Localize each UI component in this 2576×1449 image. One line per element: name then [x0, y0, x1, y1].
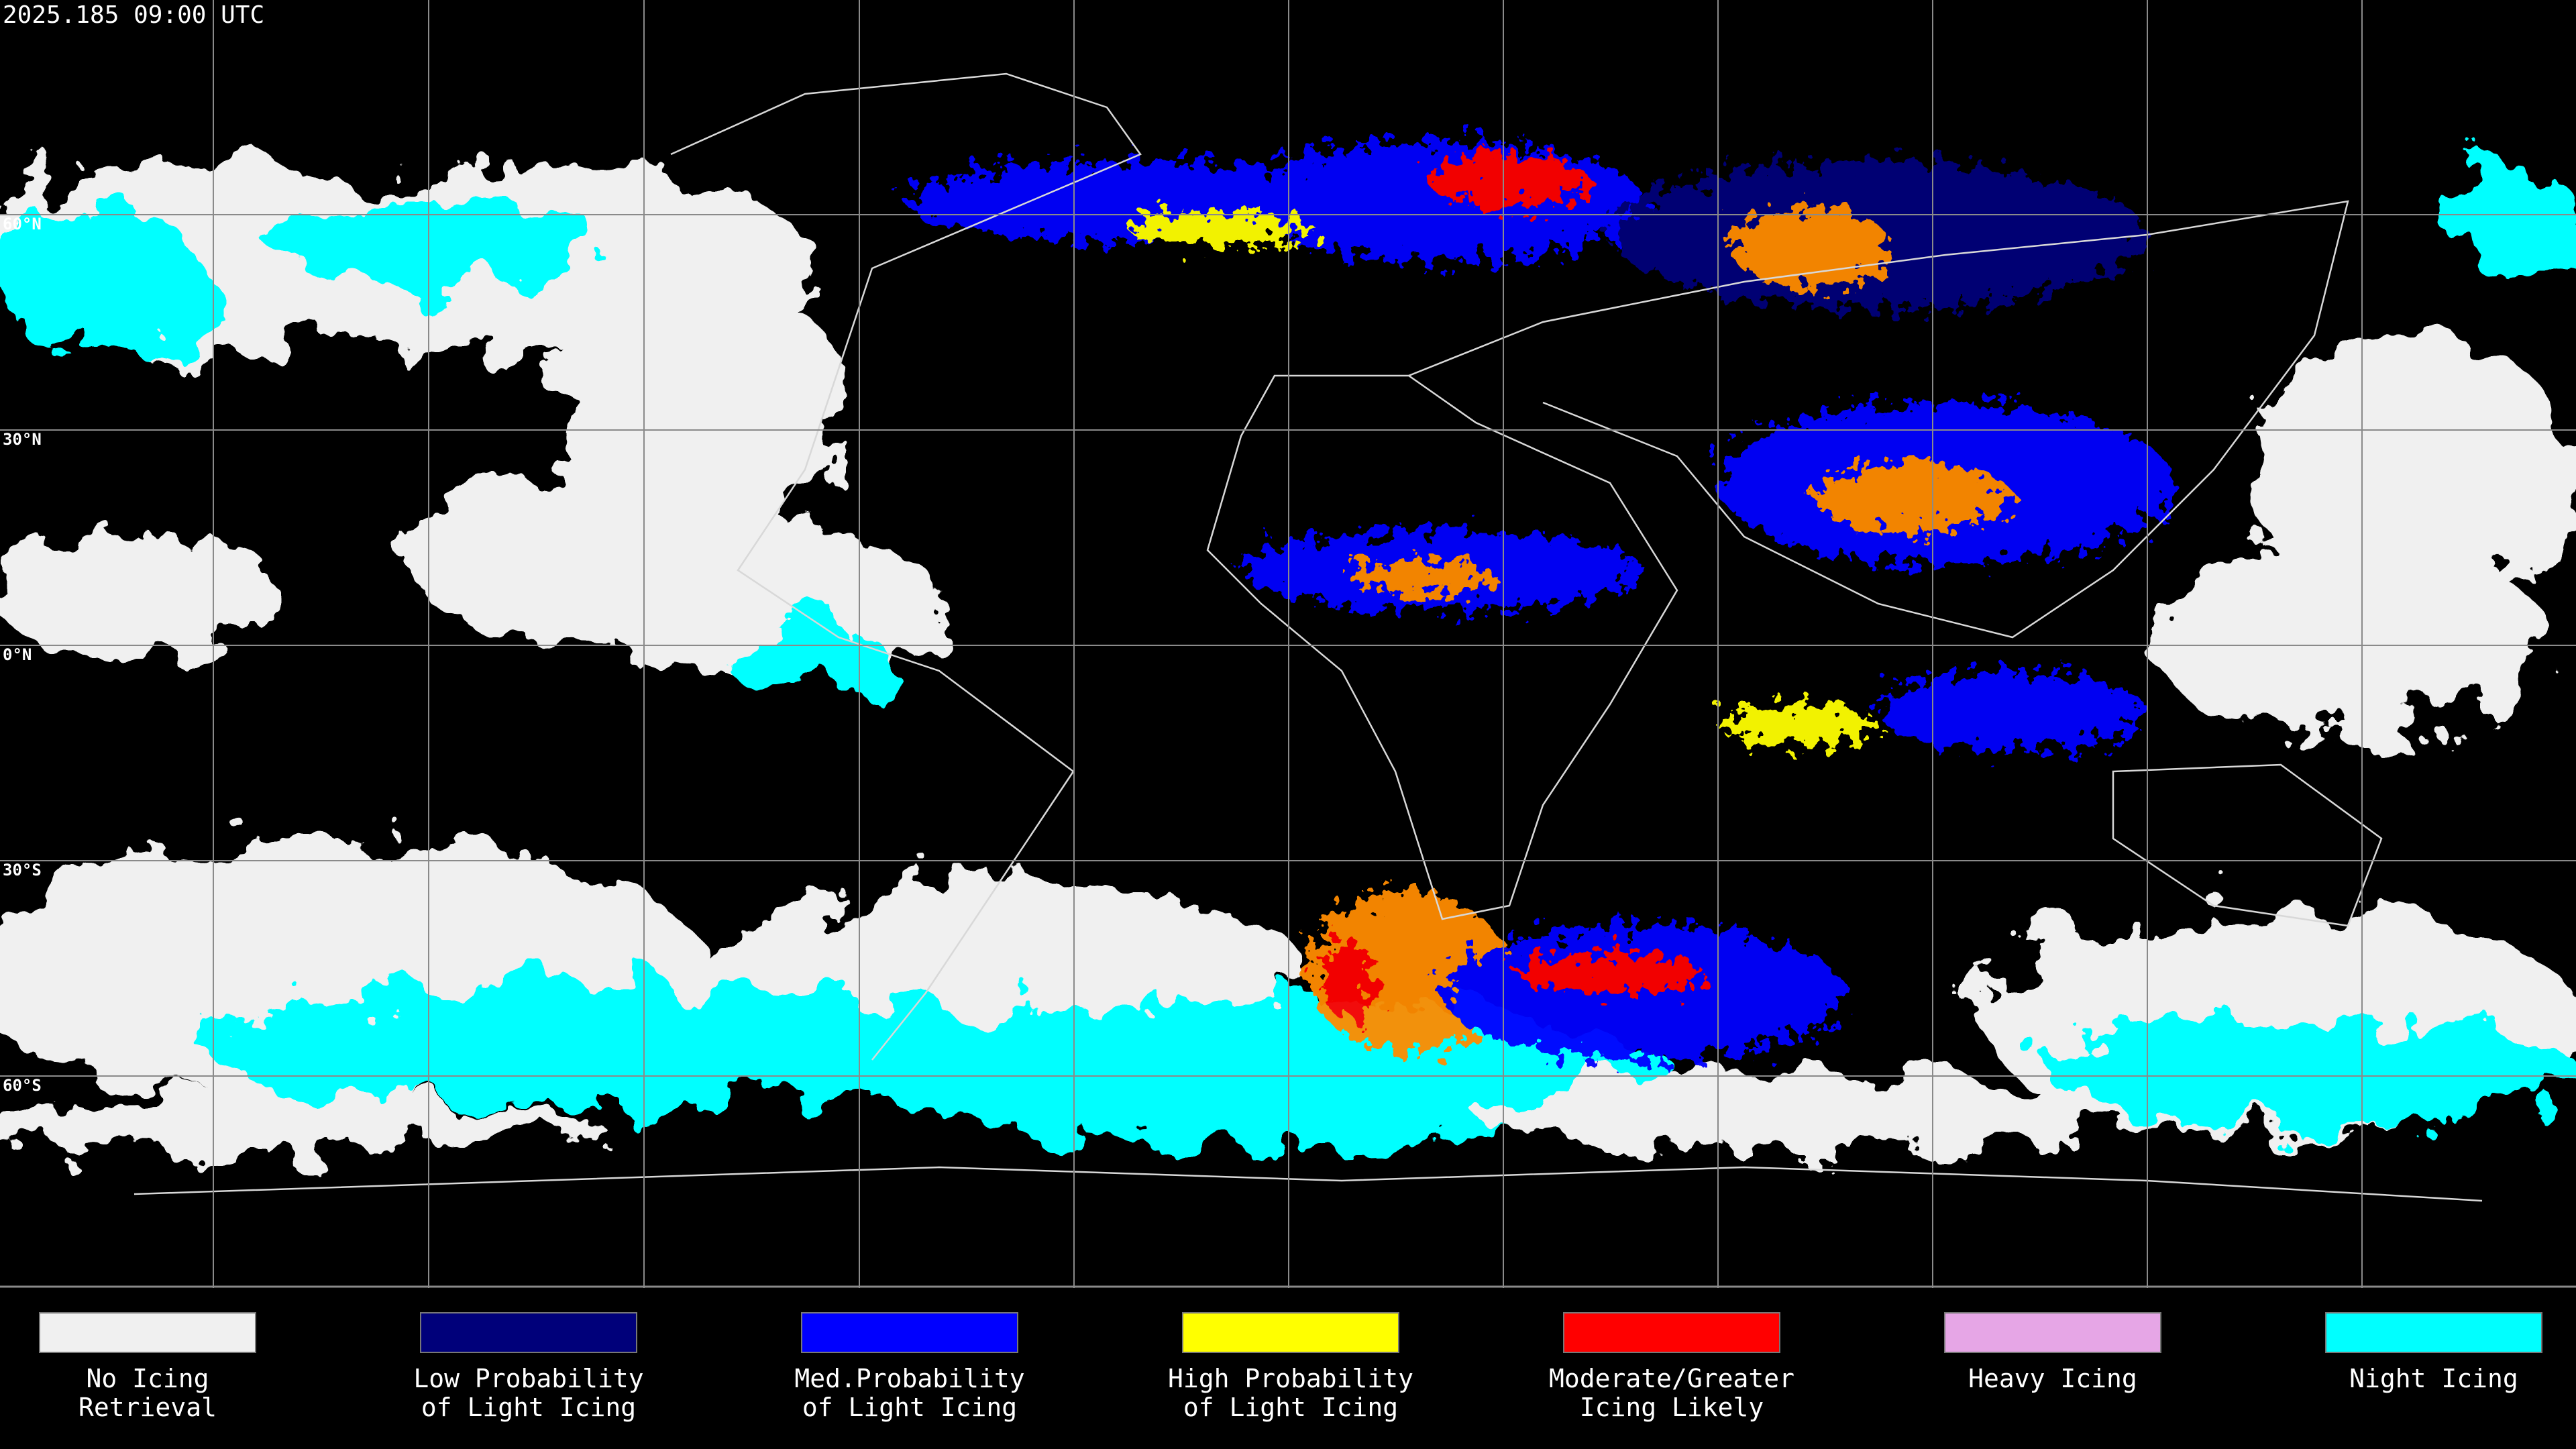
legend-label: Moderate/Greater [1549, 1364, 1794, 1393]
legend-swatch [39, 1312, 256, 1353]
legend-swatch [801, 1312, 1018, 1353]
legend-label: Icing Likely [1580, 1393, 1764, 1422]
legend-label: Night Icing [2349, 1364, 2518, 1393]
legend-swatch [1563, 1312, 1780, 1353]
legend-label: of Light Icing [802, 1393, 1017, 1422]
cloud-field-east [2147, 168, 2576, 731]
latitude-label: 60°S [3, 1076, 42, 1095]
legend-label: Retrieval [78, 1393, 217, 1422]
latitude-label: 0°N [3, 645, 32, 664]
legend-swatch [2325, 1312, 2542, 1353]
legend-label: Med.Probability [794, 1364, 1024, 1393]
latitude-label: 60°N [3, 215, 42, 233]
latitude-labels: 60°N 30°N 0°N 30°S 60°S [3, 215, 42, 1095]
legend-swatch [420, 1312, 637, 1353]
icing-field-day [906, 141, 2174, 1060]
legend-swatch [1182, 1312, 1399, 1353]
latitude-label: 30°N [3, 430, 42, 449]
legend-label: High Probability [1168, 1364, 1413, 1393]
legend-label: Heavy Icing [1968, 1364, 2137, 1393]
coastlines [133, 72, 2483, 1202]
legend-swatch [1944, 1312, 2161, 1353]
legend-label: of Light Icing [421, 1393, 636, 1422]
legend-label: Low Probability [413, 1364, 643, 1393]
graticule [0, 0, 2576, 1288]
latitude-label: 30°S [3, 861, 42, 879]
legend-label: of Light Icing [1183, 1393, 1398, 1422]
legend-label: No Icing [86, 1364, 209, 1393]
timestamp: 2025.185 09:00 UTC [3, 1, 264, 29]
